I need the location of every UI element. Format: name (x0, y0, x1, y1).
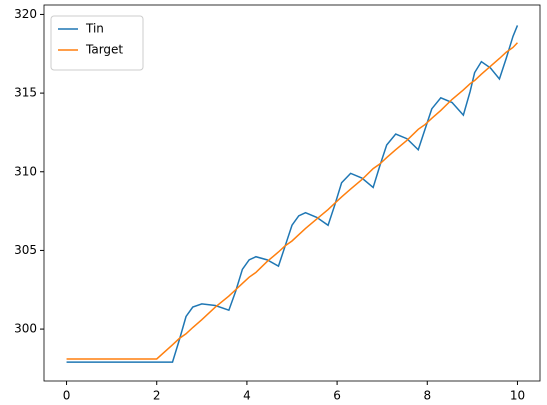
legend-label: Tin (85, 22, 104, 36)
data-line (66, 42, 518, 360)
y-tick-label: 305 (14, 243, 37, 257)
x-tick-label: 0 (63, 389, 71, 403)
y-tick-label: 310 (14, 164, 37, 178)
x-tick-label: 8 (423, 389, 431, 403)
x-tick-label: 10 (510, 389, 525, 403)
plot-frame (43, 4, 541, 382)
x-tick-label: 6 (333, 389, 341, 403)
x-tick-label: 2 (153, 389, 161, 403)
y-tick-label: 320 (14, 7, 37, 21)
y-tick-label: 300 (14, 322, 37, 336)
y-tick-label: 315 (14, 86, 37, 100)
data-line (66, 25, 519, 363)
x-tick-label: 4 (243, 389, 251, 403)
legend-label: Target (85, 43, 123, 57)
